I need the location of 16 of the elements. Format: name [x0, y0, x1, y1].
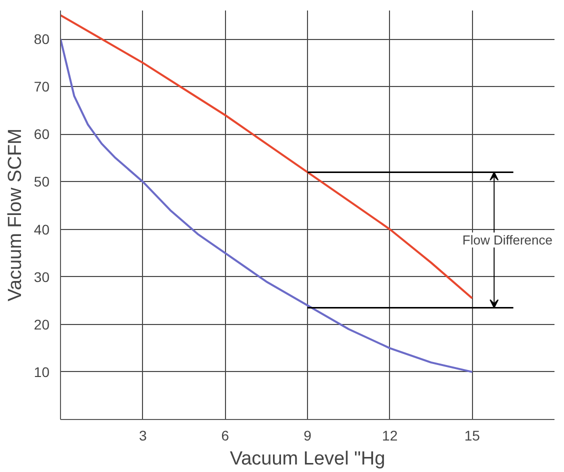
x-tick-label: 15 [464, 428, 480, 444]
y-tick-label: 50 [34, 174, 50, 190]
x-tick-label: 3 [138, 428, 147, 444]
y-tick-label: 20 [34, 316, 50, 332]
x-tick-label: 12 [382, 428, 398, 444]
y-tick-label: 60 [34, 126, 50, 142]
y-tick-label: 30 [34, 268, 50, 285]
y-tick-label: 10 [34, 364, 50, 380]
y-tick-label: 40 [34, 221, 50, 238]
x-tick-label: 6 [221, 428, 230, 444]
y-axis-title: Vacuum Flow SCFM [4, 128, 26, 302]
x-tick-label: 9 [304, 428, 312, 444]
x-axis-title: Vacuum Level "Hg [230, 448, 386, 470]
y-tick-label: 80 [34, 31, 50, 48]
y-tick-label: 70 [34, 78, 50, 95]
annotation: Flow Difference [462, 232, 553, 248]
